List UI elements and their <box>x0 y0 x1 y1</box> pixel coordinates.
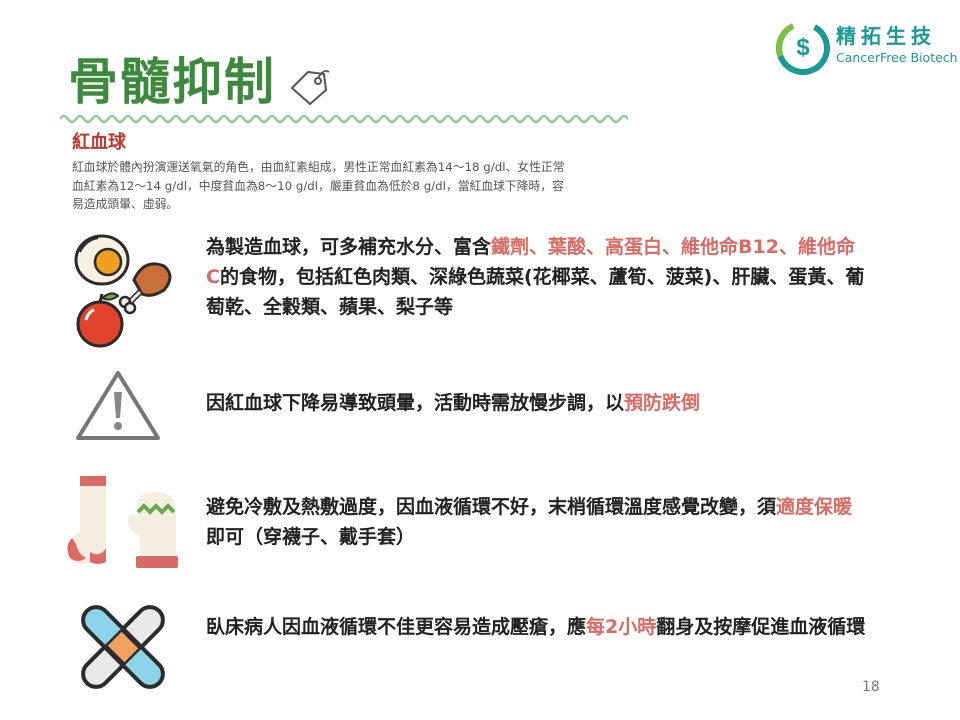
page-title: 骨髓抑制 <box>68 53 276 111</box>
logo-english-name: CancerFree Biotech <box>836 50 958 65</box>
tip-nutrition: 為製造血球，可多補充水分、富含鐵劑、葉酸、高蛋白、維他命B12、維他命C的食物，… <box>206 232 866 322</box>
tip-pressure-sores: 臥床病人因血液循環不佳更容易造成壓瘡，應每2小時翻身及按摩促進血液循環 <box>206 612 866 642</box>
tip-text: 為製造血球，可多補充水分、富含 <box>206 236 492 258</box>
tip-text: 的食物，包括紅色肉類、深綠色蔬菜(花椰菜、蘆筍、菠菜)、肝臟、蛋黃、葡萄乾、全穀… <box>206 266 865 318</box>
tip-text: 因紅血球下降易導致頭暈，活動時需放慢步調，以 <box>206 392 625 414</box>
highlight-text: 適度保暖 <box>776 496 853 518</box>
tag-icon <box>291 69 330 105</box>
wavy-divider <box>60 114 628 124</box>
tip-text: 即可（穿襪子、戴手套） <box>206 526 416 548</box>
sock-mitten-icon <box>67 476 178 568</box>
highlight-text: 鐵劑、葉酸、高蛋白、維他命B12、維他命C <box>206 236 855 288</box>
highlight-text: 預防跌倒 <box>624 392 701 414</box>
company-logo: $ <box>776 21 830 75</box>
tip-text: 避免冷敷及熱敷過度，因血液循環不好，末梢循環溫度感覺改變，須 <box>206 496 777 518</box>
section-description: 紅血球於體內扮演運送氧氣的角色，由血紅素組成，男性正常血紅素為14～18 g/d… <box>72 160 565 211</box>
tip-fall-prevention: 因紅血球下降易導致頭暈，活動時需放慢步調，以預防跌倒 <box>206 388 866 418</box>
tip-text: 翻身及按摩促進血液循環 <box>656 616 866 638</box>
bandage-icon <box>81 605 165 689</box>
tip-keep-warm: 避免冷敷及熱敷過度，因血液循環不好，末梢循環溫度感覺改變，須適度保暖即可（穿襪子… <box>206 492 866 552</box>
highlight-text: 每2小時 <box>586 616 657 638</box>
svg-text:$: $ <box>796 34 810 61</box>
logo-name: 精拓生技 <box>836 24 936 48</box>
section-heading: 紅血球 <box>72 132 126 153</box>
food-icon <box>74 234 172 348</box>
page-number: 18 <box>862 679 880 695</box>
tip-text: 臥床病人因血液循環不佳更容易造成壓瘡，應 <box>206 616 587 638</box>
warning-icon <box>76 371 160 440</box>
